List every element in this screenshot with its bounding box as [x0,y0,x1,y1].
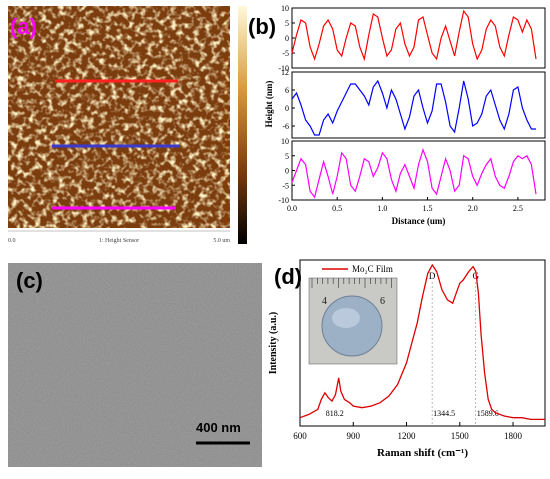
afm-channel-label: 1: Height Sensor [99,238,139,244]
profile-frame-1 [291,7,546,69]
afm-axis-end: 5.0 um [213,238,230,244]
x-tick-label: 1500 [451,431,470,441]
legend-label: Mo₂C Film [352,264,393,274]
y-tick-label: 0 [285,167,289,176]
x-axis-title: Raman shift (cm⁻¹) [377,447,468,459]
profile-chart-panel: 10 5 0 -5 -10 12 6 0 -6 10 5 0 -5 -10 0.0 0.5 1.0 1.5 2.0 2… [248,0,550,250]
x-tick-label: 2.5 [513,204,523,213]
y-axis-title: Height (nm) [264,81,274,128]
y-tick-label: 5 [285,152,289,161]
x-tick-label: 1200 [398,431,417,441]
profile-series-2 [291,79,536,136]
panel-label-b: (b) [248,14,277,39]
y-tick-label: -5 [282,49,289,58]
profile-series-1 [291,9,537,62]
panel-label-c: (c) [16,268,43,293]
sem-image [8,263,262,467]
y-tick-label: 6 [285,86,289,95]
x-tick-label: 2.0 [468,204,478,213]
peak-position-label: 1589.6 [477,409,499,418]
sem-panel: (c) 400 nm [0,258,262,474]
y-tick-label: 10 [281,4,289,13]
y-tick-label: 5 [285,19,289,28]
panel-label-a: (a) [10,14,37,39]
profile-frame-2 [291,71,546,139]
x-tick-label: 1.0 [377,204,387,213]
panel-label-d: (d) [274,264,303,289]
y-tick-label: 0 [285,104,289,113]
x-tick-label: 600 [293,431,307,441]
raman-panel: 600 900 1200 1500 1800 D 1344.5 G 1589.6 818.2 Mo₂… [262,250,550,474]
y-tick-label: -10 [278,64,289,73]
raman-frame [299,259,546,427]
x-tick-label: 900 [347,431,361,441]
profile-series-3 [291,147,537,199]
scale-bar-label: 400 nm [196,420,241,435]
y-tick-label: 12 [281,68,289,77]
y-tick-label: 0 [285,34,289,43]
afm-axis-start: 0.0 [8,238,16,244]
ruler-number: 4 [322,296,327,307]
raman-chart: 600 900 1200 1500 1800D1344.5G1589.6818.2Mo₂… [268,259,546,459]
afm-panel: 0.0 1: Height Sensor 5.0 um (a) [0,0,262,250]
peak-position-label: 818.2 [326,409,344,418]
y-axis-title: Intensity (a.u.) [268,312,279,375]
x-tick-label: 0.5 [332,204,342,213]
profile-frame-3 [291,140,546,201]
x-tick-label: 0.0 [287,204,297,213]
disc-highlight [332,308,360,328]
y-tick-label: 10 [281,137,289,146]
x-tick-label: 1800 [504,431,522,441]
x-axis-title: Distance (um) [392,216,446,226]
x-tick-label: 1.5 [423,204,433,213]
y-tick-label: -5 [282,181,289,190]
ruler-number: 6 [380,296,385,307]
y-tick-label: -10 [278,196,289,205]
afm-image: 0.0 1: Height Sensor 5.0 um [8,6,247,244]
y-tick-label: -6 [282,122,289,131]
peak-label-D: D [429,271,436,281]
height-color-scale [238,6,247,244]
peak-position-label: 1344.5 [433,409,455,418]
raman-spectrum [299,263,545,421]
